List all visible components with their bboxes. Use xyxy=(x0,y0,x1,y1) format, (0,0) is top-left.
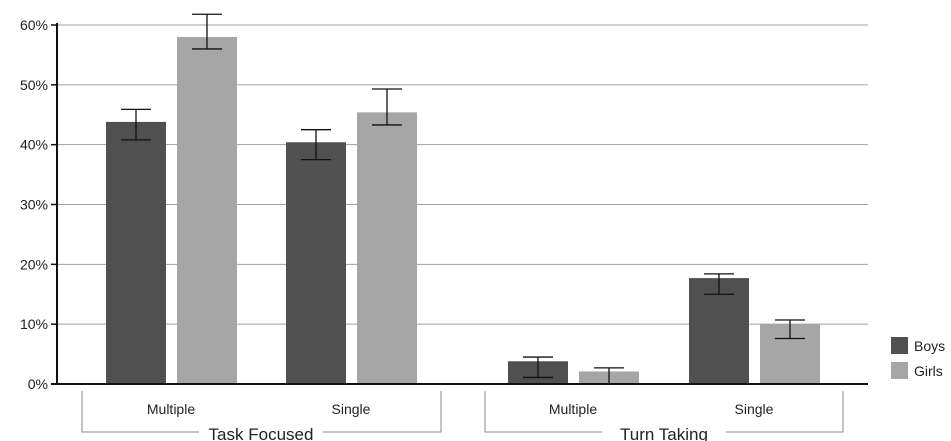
x-category-label: Multiple xyxy=(147,401,195,417)
y-tick-label: 60% xyxy=(20,17,48,33)
x-category-label: Single xyxy=(332,401,371,417)
error-bars xyxy=(121,13,805,385)
group-label: Task Focused xyxy=(209,425,314,441)
bar-boys xyxy=(106,121,166,385)
y-tick-label: 30% xyxy=(20,197,48,213)
bar-boys xyxy=(286,142,346,384)
legend-swatch-boys xyxy=(891,337,908,354)
legend-label: Girls xyxy=(914,363,943,379)
x-category-label: Multiple xyxy=(549,401,597,417)
y-tick-label: 10% xyxy=(20,316,48,332)
group-bracket xyxy=(81,391,442,433)
bar-boys xyxy=(689,278,749,384)
x-axis-labels: Multiple Single Task Focused Multiple Single… xyxy=(81,391,844,441)
error-bar xyxy=(523,356,553,379)
error-bar xyxy=(121,108,151,141)
error-bar xyxy=(192,13,222,50)
y-tick-label: 0% xyxy=(28,376,48,392)
error-bar xyxy=(775,319,805,340)
y-tick-label: 50% xyxy=(20,77,48,93)
error-bar xyxy=(704,273,734,295)
group-label: Turn Taking xyxy=(620,425,708,441)
y-tick-label: 20% xyxy=(20,256,48,272)
legend: Boys Girls xyxy=(891,337,945,379)
y-axis-ticks: 0% 10% 20% 30% 40% 50% 60% xyxy=(20,17,57,392)
group-bracket xyxy=(484,391,844,433)
error-bar xyxy=(372,88,402,126)
bar-girls xyxy=(177,36,237,384)
legend-swatch-girls xyxy=(891,362,908,379)
y-tick-label: 40% xyxy=(20,137,48,153)
legend-label: Boys xyxy=(914,338,945,354)
bars xyxy=(106,36,820,385)
error-bar xyxy=(301,129,331,161)
bar-girls xyxy=(357,112,417,385)
x-category-label: Single xyxy=(735,401,774,417)
